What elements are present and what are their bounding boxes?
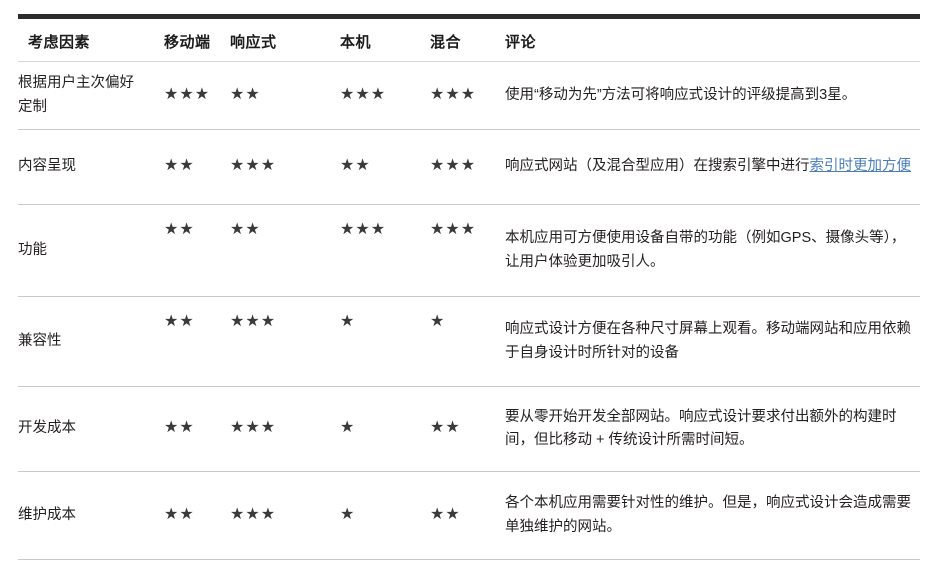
rating-native-cell: ★★★	[340, 61, 430, 130]
row-comment-cell: 响应式网站（及混合型应用）在搜索引擎中进行索引时更加方便	[505, 129, 920, 205]
column-header-native: 本机	[340, 14, 430, 62]
rating-native-cell: ★	[340, 386, 430, 472]
comment-text-plain: 响应式设计方便在各种尺寸屏幕上观看。移动端网站和应用依赖于自身设计时所针对的设备	[505, 321, 911, 361]
comment-link[interactable]: 索引时更加方便	[809, 158, 912, 175]
rating-mobile-cell: ★★★	[164, 61, 230, 130]
rating-mobile-cell: ★★	[164, 471, 230, 560]
row-factor-cell: 内容呈现	[18, 129, 164, 205]
factor-label: 维护成本	[18, 506, 76, 523]
factor-label: 兼容性	[18, 332, 62, 349]
rating-mobile-cell: ★★	[164, 129, 230, 205]
rating-mobile-cell: ★★	[164, 386, 230, 472]
table-body: 根据用户主次偏好定制 ★★★ ★★ ★★★ ★★★ 使用“移动为先”方法可将响应…	[18, 61, 920, 560]
star-rating: ★	[340, 313, 356, 330]
star-rating: ★★	[164, 221, 195, 238]
column-header-responsive: 响应式	[230, 14, 340, 62]
rating-native-cell: ★	[340, 471, 430, 560]
row-comment-cell: 各个本机应用需要针对性的维护。但是，响应式设计会造成需要单独维护的网站。	[505, 471, 920, 560]
comment-text: 响应式网站（及混合型应用）在搜索引擎中进行索引时更加方便	[505, 155, 913, 178]
rating-responsive-cell: ★★★	[230, 471, 340, 560]
table-header-row: 考虑因素 移动端 响应式 本机 混合 评论	[18, 14, 920, 62]
column-header-hybrid: 混合	[430, 14, 505, 62]
column-header-mobile: 移动端	[164, 14, 230, 62]
comment-text: 响应式设计方便在各种尺寸屏幕上观看。移动端网站和应用依赖于自身设计时所针对的设备	[505, 318, 913, 365]
star-rating: ★★★	[430, 157, 477, 175]
comment-text-plain: 要从零开始开发全部网站。响应式设计要求付出额外的构建时间，但比移动 + 传统设计…	[505, 408, 897, 448]
table-row: 开发成本 ★★ ★★★ ★ ★★ 要从零开始开发全部网站。响应式设计要求付出额外…	[18, 386, 920, 472]
star-rating: ★★	[230, 221, 261, 238]
rating-hybrid-cell: ★★★	[430, 129, 505, 205]
comment-text: 要从零开始开发全部网站。响应式设计要求付出额外的构建时间，但比移动 + 传统设计…	[505, 406, 913, 453]
rating-responsive-cell: ★★★	[230, 296, 340, 387]
star-rating: ★★★	[230, 505, 277, 523]
star-rating: ★	[430, 313, 446, 330]
row-factor-cell: 兼容性	[18, 296, 164, 387]
table-row: 功能 ★★ ★★ ★★★ ★★★ 本机应用可方便使用设备自带的功能（例如GPS、…	[18, 204, 920, 297]
rating-native-cell: ★★★	[340, 204, 430, 297]
star-rating: ★	[340, 505, 356, 523]
comment-text-plain: 各个本机应用需要针对性的维护。但是，响应式设计会造成需要单独维护的网站。	[505, 495, 911, 535]
platform-comparison-table: 考虑因素 移动端 响应式 本机 混合 评论 根据用户主次偏好定制 ★★★ ★★	[18, 14, 920, 560]
rating-native-cell: ★	[340, 296, 430, 387]
table-row: 兼容性 ★★ ★★★ ★ ★ 响应式设计方便在各种尺寸屏幕上观看。移动端网站和应…	[18, 296, 920, 387]
row-factor-cell: 根据用户主次偏好定制	[18, 61, 164, 130]
comment-text: 本机应用可方便使用设备自带的功能（例如GPS、摄像头等），让用户体验更加吸引人。	[505, 227, 913, 274]
factor-label: 功能	[18, 241, 47, 258]
star-rating: ★★★	[230, 313, 277, 330]
rating-hybrid-cell: ★★★	[430, 204, 505, 297]
star-rating: ★★	[230, 85, 261, 103]
comment-text-plain: 响应式网站（及混合型应用）在搜索引擎中进行	[505, 158, 810, 175]
row-factor-cell: 开发成本	[18, 386, 164, 472]
comment-text: 各个本机应用需要针对性的维护。但是，响应式设计会造成需要单独维护的网站。	[505, 492, 913, 539]
rating-responsive-cell: ★★★	[230, 386, 340, 472]
rating-hybrid-cell: ★★	[430, 471, 505, 560]
comment-text-plain: 本机应用可方便使用设备自带的功能（例如GPS、摄像头等），让用户体验更加吸引人。	[505, 230, 906, 270]
row-comment-cell: 响应式设计方便在各种尺寸屏幕上观看。移动端网站和应用依赖于自身设计时所针对的设备	[505, 296, 920, 387]
star-rating: ★★	[164, 505, 195, 523]
star-rating: ★★★	[164, 85, 211, 103]
rating-responsive-cell: ★★	[230, 61, 340, 130]
table-row: 根据用户主次偏好定制 ★★★ ★★ ★★★ ★★★ 使用“移动为先”方法可将响应…	[18, 61, 920, 130]
rating-hybrid-cell: ★★	[430, 386, 505, 472]
rating-mobile-cell: ★★	[164, 204, 230, 297]
column-header-factor: 考虑因素	[18, 14, 164, 62]
star-rating: ★★★	[230, 157, 277, 175]
rating-hybrid-cell: ★	[430, 296, 505, 387]
rating-responsive-cell: ★★★	[230, 129, 340, 205]
star-rating: ★★★	[340, 85, 387, 103]
star-rating: ★★★	[230, 419, 277, 437]
star-rating: ★	[340, 419, 356, 437]
comment-text-plain: 使用“移动为先”方法可将响应式设计的评级提高到3星。	[505, 86, 857, 103]
rating-hybrid-cell: ★★★	[430, 61, 505, 130]
star-rating: ★★★	[430, 85, 477, 103]
star-rating: ★★	[340, 157, 371, 175]
star-rating: ★★	[164, 313, 195, 330]
star-rating: ★★	[430, 505, 461, 523]
factor-label: 内容呈现	[18, 158, 76, 175]
factor-label: 根据用户主次偏好定制	[18, 75, 134, 115]
table-header: 考虑因素 移动端 响应式 本机 混合 评论	[18, 14, 920, 62]
star-rating: ★★★	[430, 221, 477, 238]
row-comment-cell: 要从零开始开发全部网站。响应式设计要求付出额外的构建时间，但比移动 + 传统设计…	[505, 386, 920, 472]
row-factor-cell: 功能	[18, 204, 164, 297]
star-rating: ★★	[430, 419, 461, 437]
table-row: 维护成本 ★★ ★★★ ★ ★★ 各个本机应用需要针对性的维护。但是，响应式设计…	[18, 471, 920, 560]
star-rating: ★★★	[340, 221, 387, 238]
row-comment-cell: 使用“移动为先”方法可将响应式设计的评级提高到3星。	[505, 61, 920, 130]
comment-text: 使用“移动为先”方法可将响应式设计的评级提高到3星。	[505, 84, 913, 107]
rating-native-cell: ★★	[340, 129, 430, 205]
rating-mobile-cell: ★★	[164, 296, 230, 387]
star-rating: ★★	[164, 157, 195, 175]
star-rating: ★★	[164, 419, 195, 437]
table-row: 内容呈现 ★★ ★★★ ★★ ★★★ 响应式网站（及混合型应用）在搜索引擎中进行…	[18, 129, 920, 205]
row-comment-cell: 本机应用可方便使用设备自带的功能（例如GPS、摄像头等），让用户体验更加吸引人。	[505, 204, 920, 297]
rating-responsive-cell: ★★	[230, 204, 340, 297]
column-header-comment: 评论	[505, 14, 920, 62]
row-factor-cell: 维护成本	[18, 471, 164, 560]
factor-label: 开发成本	[18, 420, 76, 437]
